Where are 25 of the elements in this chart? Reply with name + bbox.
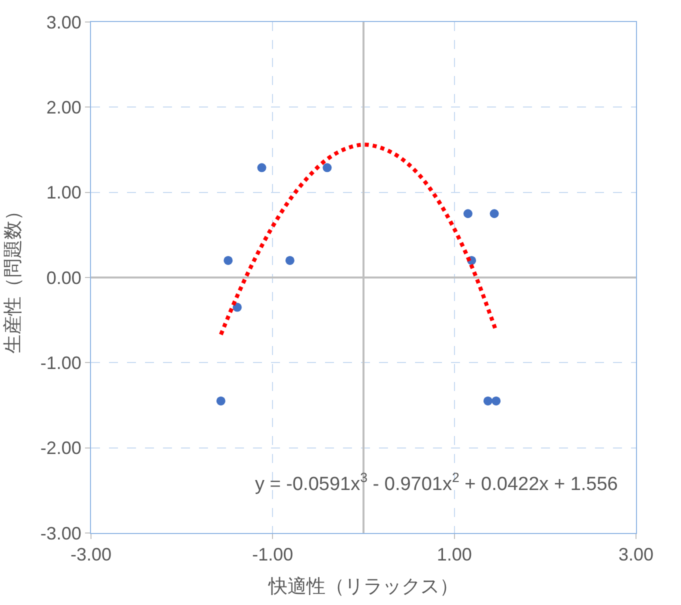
point (232, 302, 242, 312)
point (490, 209, 499, 218)
y-axis-title: 生産性（問題数） (2, 202, 24, 354)
point (463, 209, 472, 218)
y-tick-label: 3.00 (46, 12, 82, 32)
y-tick-label: -3.00 (40, 523, 82, 544)
point (257, 163, 266, 172)
y-tick-label: 1.00 (46, 182, 82, 203)
line-series (218, 142, 498, 337)
point (483, 396, 492, 406)
annotation: y = -0.0591x$^{3}$ - 0.9701x$^{2}$ + 0.0422x + 1.556 (255, 470, 618, 495)
x-tick-label: 1.00 (436, 544, 472, 565)
point (216, 396, 226, 406)
y-tick-label: -2.00 (40, 438, 82, 458)
point (285, 256, 294, 265)
x-tick-label: 3.00 (618, 544, 654, 565)
x-tick-label: -3.00 (70, 544, 112, 565)
point (224, 256, 233, 265)
x-tick-label: -1.00 (252, 544, 294, 565)
point (492, 396, 501, 406)
y-tick-label: 0.00 (46, 268, 82, 288)
point (322, 163, 332, 172)
x-axis-title: 快適性（リラックス） (268, 575, 458, 598)
y-tick-label: -1.00 (40, 352, 82, 373)
y-tick-label: 2.00 (46, 97, 82, 118)
